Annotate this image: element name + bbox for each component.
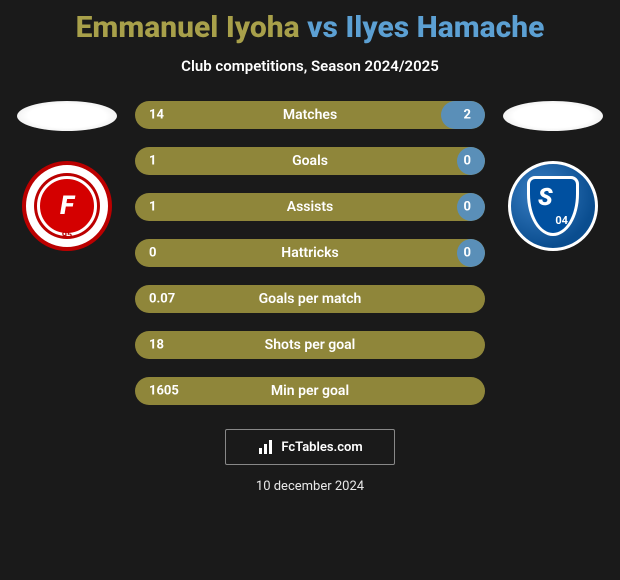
player2-column: S 04: [503, 101, 603, 251]
subtitle: Club competitions, Season 2024/2025: [0, 57, 620, 75]
stat-row: 1Goals0: [135, 147, 485, 175]
stat-row: 0Hattricks0: [135, 239, 485, 267]
player1-name: Emmanuel Iyoha: [76, 10, 300, 45]
brand-badge[interactable]: FcTables.com: [225, 429, 395, 465]
player2-name: Ilyes Hamache: [345, 10, 544, 45]
player2-club-logo: S 04: [508, 161, 598, 251]
stat-label: Assists: [135, 199, 485, 215]
player1-avatar: [17, 101, 117, 131]
schalke-shield: S 04: [527, 176, 579, 236]
player1-club-logo: F 95: [22, 161, 112, 251]
stat-label: Min per goal: [135, 383, 485, 399]
comparison-row: F 95 14Matches2 1Goals0 1Assists0 0Hattrick…: [0, 101, 620, 405]
stat-row: 18Shots per goal: [135, 331, 485, 359]
stat-row: 1605Min per goal: [135, 377, 485, 405]
footer-date: 10 december 2024: [0, 479, 620, 494]
stat-label: Matches: [135, 107, 485, 123]
stat-row: 14Matches2: [135, 101, 485, 129]
stats-column: 14Matches2 1Goals0 1Assists0 0Hattricks0 0.0…: [135, 101, 485, 405]
brand-text: FcTables.com: [281, 440, 362, 455]
stat-label: Shots per goal: [135, 337, 485, 353]
stat-label: Goals: [135, 153, 485, 169]
schalke-s: S: [538, 183, 553, 211]
stat-row: 0.07Goals per match: [135, 285, 485, 313]
fortuna-logo-letter: F: [37, 176, 97, 236]
stat-row: 1Assists0: [135, 193, 485, 221]
stat-label: Goals per match: [135, 291, 485, 307]
schalke-04: 04: [555, 214, 568, 227]
player2-avatar: [503, 101, 603, 131]
vs-separator: vs: [307, 10, 338, 45]
fortuna-logo-year: 95: [62, 231, 72, 241]
stat-label: Hattricks: [135, 245, 485, 261]
page-title: Emmanuel Iyoha vs Ilyes Hamache: [0, 0, 620, 45]
player1-column: F 95: [17, 101, 117, 251]
chart-icon: [257, 438, 275, 456]
